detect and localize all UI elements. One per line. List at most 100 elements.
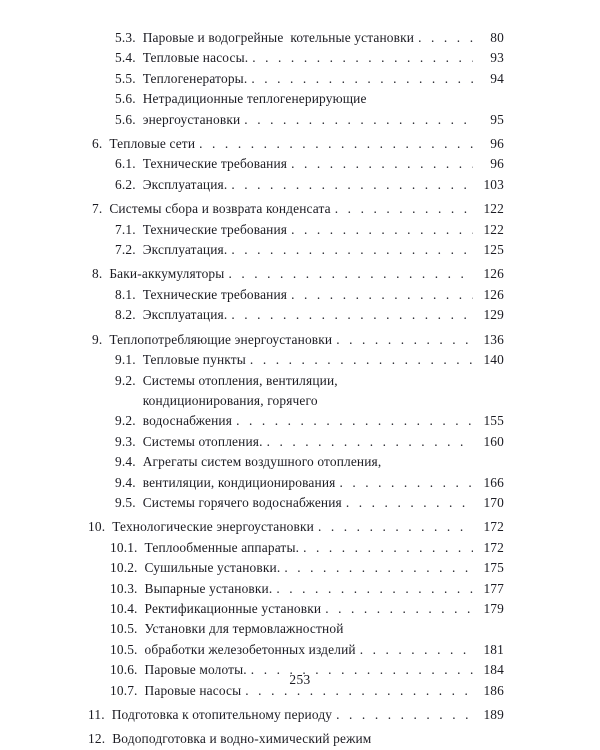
toc-entry[interactable]: 7. Системы сбора и возврата конденсата 12… [88,199,504,219]
toc-page-number: 179 [483,600,504,616]
toc-page-number: 170 [483,494,504,510]
toc-entry[interactable]: 5.6. Нетрадиционные теплогенерирующие955… [88,89,504,130]
toc-leader-dots [325,599,473,619]
toc-entry[interactable]: 10.6. Паровые молоты. 184 [88,660,504,680]
toc-leader-dots [276,579,473,599]
toc-entry-number: 9.5. [115,494,136,510]
toc-entry-title: Теплопотребляющие энергоустановки [109,331,333,347]
toc-entry[interactable]: 10.4. Ректификационные установки 179 [88,599,504,619]
toc-entry-title: Баки-аккумуляторы [109,266,225,282]
toc-page-number: 184 [483,662,504,678]
toc-entry-line: 9.4. вентиляции, кондиционирования 166 [115,473,504,493]
toc-entry-number: 9.3. [115,433,136,449]
toc-entry[interactable]: 6.2. Эксплуатация. 103 [88,175,504,195]
toc-number-gap [136,371,143,391]
toc-entry[interactable]: 10.3. Выпарные установки. 177 [88,579,504,599]
toc-entry-title: Технические требования [142,156,288,172]
toc-entry-number: 6. [92,136,103,152]
toc-leader-dots [231,240,473,260]
toc-entry-number: 5.4. [115,50,136,66]
toc-number-gap [136,28,143,48]
toc-entry-continuation: 9.4. Агрегаты систем воздушного отоплени… [115,452,504,472]
toc-entry-title: Теплогенераторы. [142,70,248,86]
toc-entry[interactable]: 9.4. Агрегаты систем воздушного отоплени… [88,452,504,493]
toc-page-number: 129 [483,307,504,323]
toc-entry-line: 8.2. Эксплуатация. 129 [115,305,504,325]
toc-entry-number: 10. [88,519,106,535]
toc-page-number: 96 [490,156,504,172]
toc-page-number: 93 [490,50,504,66]
toc-page-number: 181 [483,641,504,657]
toc-page-number: 186 [483,682,504,698]
toc-entry-line: 7.2. Эксплуатация. 125 [115,240,504,260]
toc-entry-number: 8.1. [115,286,136,302]
toc-entry-title: обработки железобетонных изделий [144,641,356,657]
toc-entry-title: кондиционирования, горячего [142,392,318,408]
toc-entry[interactable]: 10.1. Теплообменные аппараты. 172 [88,538,504,558]
toc-entry-line: 9.2. водоснабжения 155 [115,411,504,431]
toc-entry[interactable]: 9.2. Системы отопления, вентиляции,1559.… [88,371,504,432]
toc-page-number: 126 [483,286,504,302]
toc-entry[interactable]: 9.5. Системы горячего водоснабжения 170 [88,493,504,513]
toc-entry[interactable]: 6. Тепловые сети 96 [88,134,504,154]
toc-number-gap [136,411,143,431]
toc-entry[interactable]: 10.7. Паровые насосы 186 [88,681,504,701]
toc-leader-dots [336,705,473,725]
toc-number-gap [138,619,145,639]
toc-entry[interactable]: 6.1. Технические требования 96 [88,154,504,174]
toc-number-gap [102,134,109,154]
toc-page-number: 103 [483,176,504,192]
toc-leader-dots [231,175,473,195]
toc-entry[interactable]: 8.1. Технические требования 126 [88,285,504,305]
toc-entry-number: 9.4. [115,454,136,470]
toc-entry[interactable]: 10.5. Установки для термовлажностной1811… [88,619,504,660]
toc-entry-title: Технологические энергоустановки [112,519,314,535]
toc-entry-title: Технические требования [142,221,288,237]
toc-entry-title: Установки для термовлажностной [144,621,344,637]
toc-entry-title: Ректификационные установки [144,600,322,616]
toc-leader-dots [291,285,473,305]
toc-page-number: 160 [483,433,504,449]
toc-number-gap [105,517,112,537]
toc-entry-title: Подготовка к отопительному периоду [111,707,333,722]
toc-entry-title: Паровые молоты. [144,662,247,678]
toc-leader-dots [360,640,473,660]
toc-entry-title: Тепловые насосы. [142,50,249,66]
toc-number-gap [136,305,143,325]
toc-entry[interactable]: 7.2. Эксплуатация. 125 [88,240,504,260]
toc-entry-line: 5.6. энергоустановки 95 [115,110,504,130]
toc-number-gap [136,175,143,195]
page-folio-number: 253 [289,672,311,687]
toc-entry[interactable]: 5.3. Паровые и водогрейные котельные уст… [88,28,504,48]
toc-entry[interactable]: 8.2. Эксплуатация. 129 [88,305,504,325]
toc-entry-line: 10. Технологические энергоустановки 172 [88,517,504,537]
toc-entry[interactable]: 5.5. Теплогенераторы. 94 [88,69,504,89]
toc-entry-number: 9. [92,331,103,347]
toc-entry[interactable]: 10. Технологические энергоустановки 172 [88,517,504,537]
toc-leader-dots [335,199,473,219]
toc-entry[interactable]: 5.4. Тепловые насосы. 93 [88,48,504,68]
toc-entry-title: Эксплуатация. [142,242,228,258]
toc-leader-dots [250,350,473,370]
toc-entry[interactable]: 9.1. Тепловые пункты 140 [88,350,504,370]
toc-entry-title: Системы сбора и возврата конденсата [109,201,331,217]
toc-entry-title: Агрегаты систем воздушного отопления, [142,454,382,470]
toc-entry-line: 10.2. Сушильные установки. 175 [110,558,504,578]
toc-entry[interactable]: 7.1. Технические требования 122 [88,220,504,240]
toc-entry[interactable]: 9.3. Системы отопления. 160 [88,432,504,452]
toc-entry-line: 6.1. Технические требования 96 [115,154,504,174]
toc-entry-number: 9.1. [115,352,136,368]
toc-entry-number: 6.2. [115,176,136,192]
toc-entry[interactable]: 8. Баки-аккумуляторы 126 [88,264,504,284]
toc-leader-dots [339,473,473,493]
toc-entry[interactable]: 9. Теплопотребляющие энергоустановки 136 [88,330,504,350]
toc-entry-number: 10.7. [110,682,138,698]
toc-entry-line: 11. Подготовка к отопительному периоду 18… [88,705,504,725]
toc-entry-title: энергоустановки [142,111,241,127]
toc-entry[interactable]: 12. Водоподготовка и водно-химический ре… [88,729,504,750]
toc-entry-title: Тепловые сети [109,136,196,152]
toc-entry[interactable]: 10.2. Сушильные установки. 175 [88,558,504,578]
toc-entry-number: 10.6. [110,662,138,678]
toc-entry[interactable]: 11. Подготовка к отопительному периоду 18… [88,705,504,725]
toc-entry-line: 7.1. Технические требования 122 [115,220,504,240]
